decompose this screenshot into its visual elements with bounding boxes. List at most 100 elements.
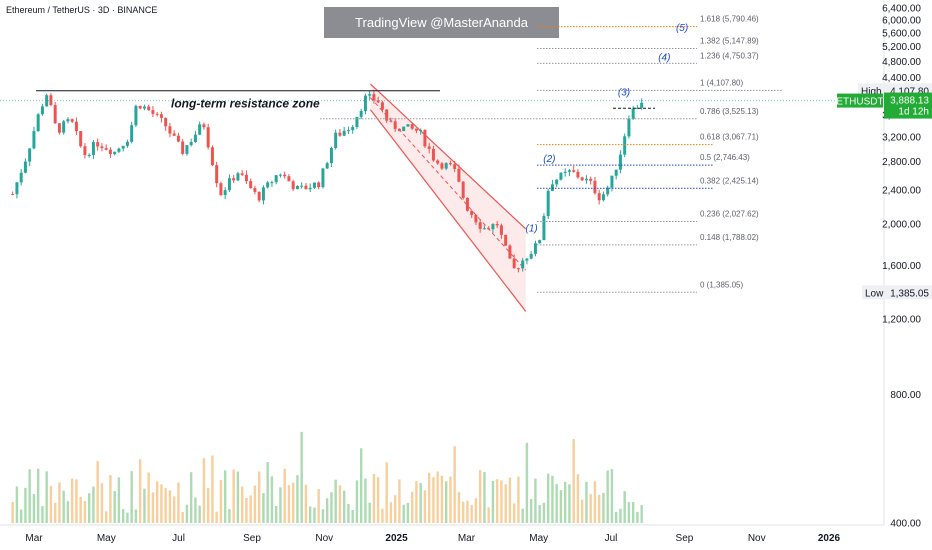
candle-body [474,214,478,223]
candle-body [87,154,91,156]
volume-bar [28,469,31,523]
candle-body [266,182,270,188]
wave-label: (2) [543,154,555,165]
candle-body [423,129,427,147]
channel-lower-line [370,109,527,312]
volume-bar [257,471,261,523]
volume-bar [321,509,325,523]
candle-body [45,95,49,107]
candle-body [593,180,597,194]
fib-level-label: 0.618 (3,067.71) [700,133,759,142]
candle-body [495,224,499,226]
volume-bar [202,458,206,523]
volume-bar [338,485,342,523]
candle-body [193,134,197,142]
candle-body [325,163,329,169]
volume-bar [147,472,150,523]
volume-bar [291,482,295,523]
candle-body [66,119,70,122]
axis-background [0,0,885,526]
candle-body [355,116,359,127]
y-tick-label: 5,600.00 [882,28,921,39]
y-tick-label: 6,000.00 [882,15,921,26]
candle-body [308,187,312,190]
fib-level-label: 1 (4,107.80) [700,78,743,87]
symbol-title: Ethereum / TetherUS · 3D · BINANCE [6,5,158,15]
candle-body [478,222,482,229]
candle-body [444,163,448,169]
candle-body [385,109,389,121]
volume-bar [41,506,44,523]
candle-body [278,174,282,176]
volume-bar [215,511,218,523]
volume-bar [559,490,563,523]
volume-bar [525,442,529,523]
volume-bar [109,475,112,523]
volume-bar [427,472,431,523]
volume-bar [406,502,410,523]
candle-body [240,173,244,175]
candle-body [363,95,367,112]
volume-bar [461,501,465,523]
candle-body [236,173,240,181]
volume-bar [389,502,393,523]
candle-body [572,170,576,172]
y-tick-label: 4,400.00 [882,73,921,84]
volume-bar [410,491,414,523]
wave-labels: (1) (2) (3) (4) (5) [525,23,688,235]
volume-bar [563,481,567,523]
fib-level-label: 0.786 (3,525.13) [700,107,759,116]
candle-body [567,170,571,172]
volume-bar [398,479,401,523]
candle-body [202,124,206,128]
volume-bar [436,471,439,523]
candle-body [168,126,172,134]
candle-body [372,94,376,101]
volume-bar [189,472,193,523]
volume-bar [453,446,456,523]
candle-body [457,168,461,182]
wave-label: (4) [658,52,670,63]
time-axis[interactable]: Mar May Jul Sep Nov 2025 Mar May Jul Sep Nov 2026 [25,533,840,544]
candle-body [525,258,529,261]
volume-bar [512,503,516,523]
candle-body [533,243,537,254]
volume-bar [419,483,422,523]
volume-bar [104,511,108,523]
volume-bar [262,493,265,523]
volume-bar [636,511,639,523]
volume-bar [32,494,36,523]
candle-body [100,146,104,149]
volume-bar [270,476,274,523]
candle-body [219,183,223,196]
price-axis[interactable]: 400.00 800.00 1,200.00 1,600.00 2,000.00 2,40… [882,4,921,530]
candle-body [283,174,287,177]
candle-body [397,128,401,132]
candle-body [635,107,639,109]
candle-body [465,197,469,211]
candle-body [359,111,363,117]
x-tick-label: Sep [676,533,694,544]
candle-body [623,136,627,155]
volume-bar [610,469,614,523]
candle-body [232,178,236,181]
candle-body [410,124,414,129]
volume-bar [440,475,444,523]
volume-bar [66,501,70,523]
volume-bars [11,431,643,523]
fib-level-label: 1.236 (4,750.37) [700,51,759,60]
volume-bar [542,502,546,523]
volume-bar [177,482,180,523]
candle-body [32,131,36,149]
candle-body [70,119,74,122]
volume-bar [449,476,452,523]
candle-body [351,126,355,131]
candle-body [304,185,308,190]
candle-body [147,106,151,111]
x-tick-label: Nov [748,533,766,544]
volume-bar [593,481,597,523]
volume-bar [381,508,384,523]
volume-bar [79,496,82,523]
